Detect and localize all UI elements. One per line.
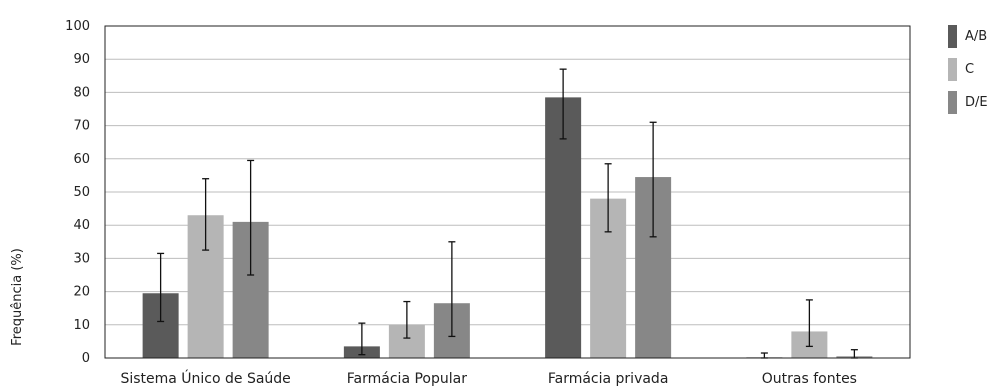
x-category-label: Farmácia privada xyxy=(548,371,669,387)
y-tick-label: 80 xyxy=(73,85,90,100)
grid-lines xyxy=(105,58,910,326)
legend: A/B C D/E xyxy=(948,25,988,114)
x-category-label: Farmácia Popular xyxy=(347,371,467,387)
x-axis-categories: Sistema Único de Saúde Farmácia Popular Fa… xyxy=(120,369,857,387)
y-tick-label: 10 xyxy=(73,318,90,333)
legend-swatch xyxy=(948,91,957,114)
legend-label: A/B xyxy=(965,29,987,44)
y-axis-ticks: 0 10 20 30 40 50 60 70 80 90 100 xyxy=(65,19,90,366)
y-tick-label: 20 xyxy=(73,285,90,300)
legend-swatch xyxy=(948,58,957,81)
legend-swatch xyxy=(948,25,957,48)
y-tick-label: 50 xyxy=(73,185,90,200)
bar xyxy=(545,97,582,358)
y-tick-label: 0 xyxy=(82,351,90,366)
y-tick-label: 100 xyxy=(65,19,90,34)
legend-label: C xyxy=(965,62,974,77)
error-bars xyxy=(157,68,858,359)
y-tick-label: 30 xyxy=(73,251,90,266)
bars xyxy=(142,97,873,358)
plot-frame xyxy=(104,25,911,359)
legend-label: D/E xyxy=(965,95,988,110)
y-tick-label: 90 xyxy=(73,52,90,67)
y-tick-label: 40 xyxy=(73,218,90,233)
y-tick-label: 60 xyxy=(73,152,90,167)
x-category-label: Sistema Único de Saúde xyxy=(120,369,290,387)
y-tick-label: 70 xyxy=(73,119,90,134)
x-category-label: Outras fontes xyxy=(762,371,857,387)
y-axis-label: Frequência (%) xyxy=(10,248,25,346)
